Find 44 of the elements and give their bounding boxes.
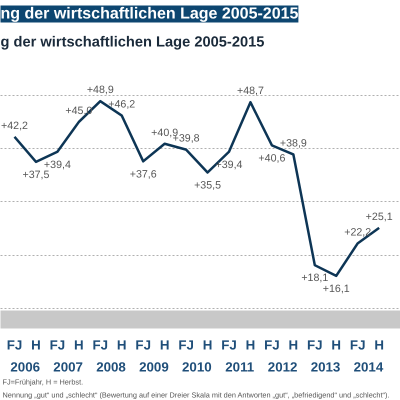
x-tick-label: FJ <box>178 338 194 352</box>
x-tick-label: H <box>74 338 84 352</box>
chart-title: ng der wirtschaftlichen Lage 2005-2015 <box>0 6 298 22</box>
data-label: +35,5 <box>194 180 222 192</box>
x-tick-label: H <box>331 338 342 352</box>
text: 2006 <box>10 360 40 374</box>
data-label: +39,4 <box>44 158 71 171</box>
data-label: +37,6 <box>130 168 157 180</box>
x-tick-label: FJ <box>6 338 22 352</box>
x-tick-label: H <box>246 338 256 352</box>
data-label: +48,7 <box>236 85 264 98</box>
x-tick-label: FJ <box>221 338 237 352</box>
text: 2013 <box>310 360 340 374</box>
text: 2008 <box>96 360 126 374</box>
x-tick-label: FJ <box>50 338 66 352</box>
data-label: +22,2 <box>344 226 372 238</box>
x-tick-label: H <box>160 338 170 352</box>
data-label: +46,2 <box>108 98 136 111</box>
data-label: +18,1 <box>301 272 328 284</box>
x-tick-label: FJ <box>264 338 280 352</box>
data-label: +25,1 <box>366 210 393 223</box>
x-tick-label: H <box>31 338 41 352</box>
data-label: +38,9 <box>280 137 307 150</box>
data-label: +39,4 <box>216 158 243 171</box>
x-tick-label: FJ <box>92 338 108 352</box>
data-label: +40,6 <box>258 152 286 164</box>
x-tick-label: H <box>374 338 384 352</box>
x-tick-label: H <box>202 338 212 352</box>
text: 2014 <box>354 360 384 374</box>
text: 2007 <box>53 360 83 374</box>
data-label: +48,9 <box>86 84 114 96</box>
x-tick-label: FJ <box>307 338 323 352</box>
chart-subtitle: g der wirtschaftlichen Lage 2005-2015 <box>0 34 264 50</box>
text: 2009 <box>139 360 169 374</box>
x-tick-label: FJ <box>350 338 366 352</box>
x-tick-label: H <box>288 338 298 352</box>
text: 2011 <box>225 360 255 374</box>
data-label: +42,2 <box>1 120 28 132</box>
data-label: +16,1 <box>322 282 350 295</box>
text: 2010 <box>182 360 212 374</box>
data-label: +37,5 <box>22 168 50 181</box>
x-tick-label: FJ <box>135 338 151 352</box>
x-tick-label: H <box>116 338 127 352</box>
text: 2012 <box>268 360 298 374</box>
